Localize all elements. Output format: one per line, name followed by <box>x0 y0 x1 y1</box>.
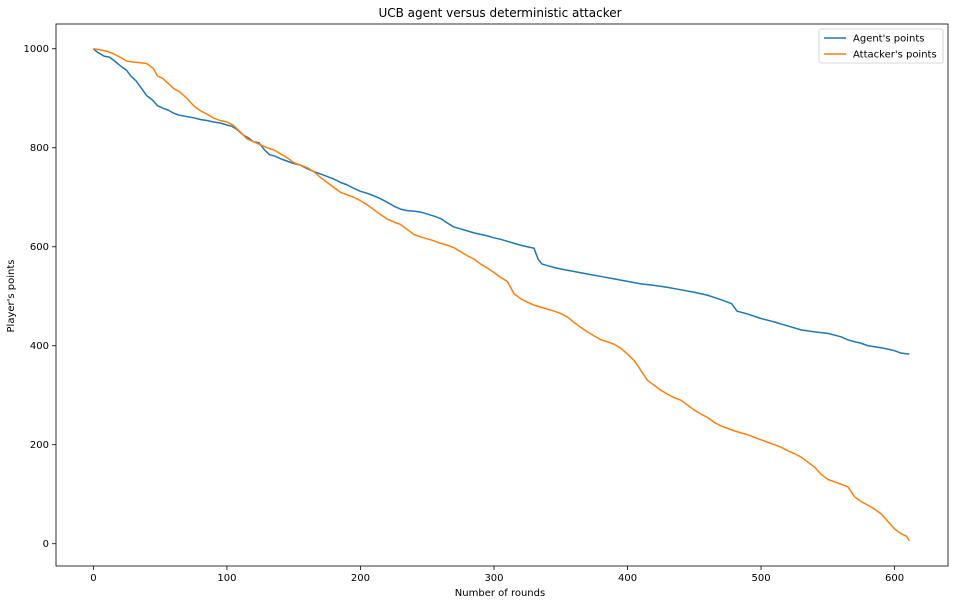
x-tick-label: 400 <box>618 573 637 584</box>
legend-entry: Agent's points <box>853 34 924 45</box>
x-tick-label: 0 <box>90 573 96 584</box>
plot-area <box>92 48 910 542</box>
y-tick-label: 600 <box>30 242 49 253</box>
legend-box <box>818 28 944 64</box>
y-axis-label: Player's points <box>6 260 17 333</box>
x-axis: 0 100 200 300 400 500 600 <box>90 566 904 584</box>
x-tick-label: 600 <box>885 573 904 584</box>
y-tick-label: 800 <box>30 143 49 154</box>
y-tick-label: 200 <box>30 440 49 451</box>
legend: Agent's points Attacker's points <box>818 28 944 64</box>
x-axis-label: Number of rounds <box>455 588 545 599</box>
chart-title: UCB agent versus deterministic attacker <box>378 6 621 20</box>
series-line-attacker <box>93 48 910 542</box>
y-tick-label: 400 <box>30 341 49 352</box>
series-line-agent <box>92 48 910 355</box>
y-tick-label: 0 <box>43 539 49 550</box>
plot-frame <box>55 23 949 567</box>
y-tick-label: 1000 <box>24 44 49 55</box>
x-tick-label: 300 <box>484 573 503 584</box>
y-axis: 0 200 400 600 800 1000 <box>24 44 56 550</box>
legend-entry: Attacker's points <box>853 50 937 61</box>
x-tick-label: 100 <box>217 573 236 584</box>
x-tick-label: 200 <box>351 573 370 584</box>
x-tick-label: 500 <box>752 573 771 584</box>
